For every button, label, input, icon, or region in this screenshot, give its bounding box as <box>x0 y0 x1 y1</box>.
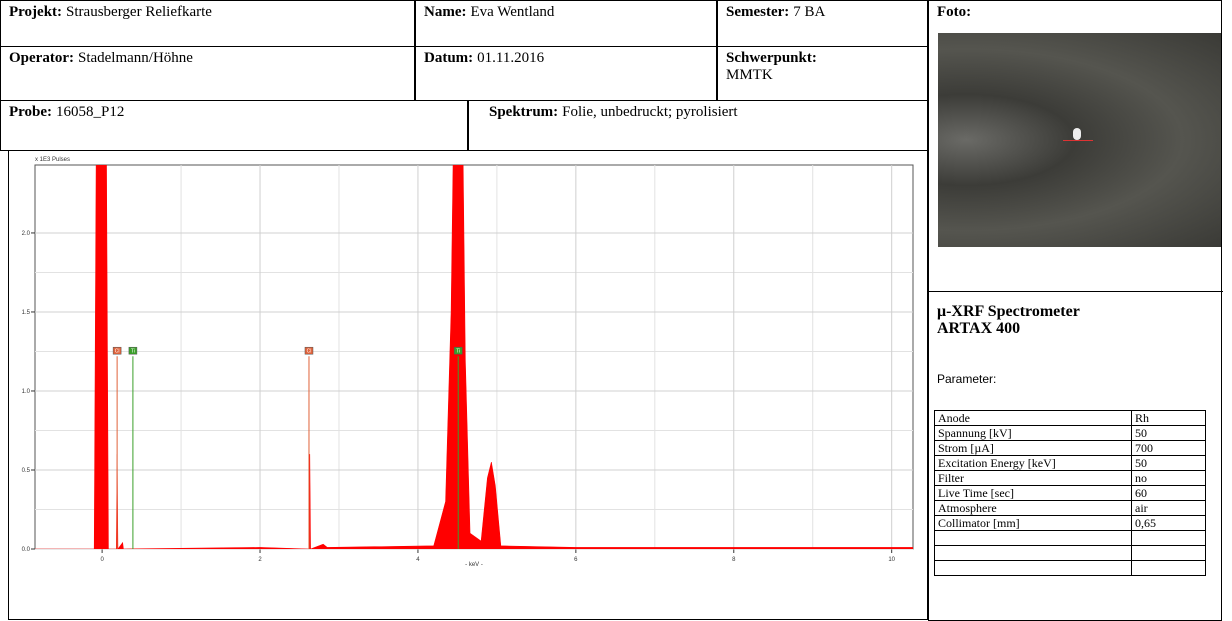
element-badge <box>128 346 138 355</box>
element-label: Cl <box>307 349 312 355</box>
y-tick-label: 1.0 <box>22 389 31 395</box>
parameter-row: Atmosphere air <box>934 500 1206 516</box>
parameter-value: 0,65 <box>1131 515 1206 531</box>
parameter-value: Rh <box>1131 410 1206 426</box>
parameter-row: Strom [µA] 700 <box>934 440 1206 456</box>
element-badge <box>112 346 122 355</box>
photo <box>938 33 1221 247</box>
field-value: Folie, unbedruckt; pyrolisiert <box>562 104 738 120</box>
spectrum <box>35 165 913 549</box>
parameter-row: Live Time [sec] 60 <box>934 485 1206 501</box>
parameter-value: 700 <box>1131 440 1206 456</box>
field-label: Probe: <box>9 104 53 120</box>
field-value: 7 BA <box>793 4 826 20</box>
field-value: 16058_P12 <box>56 104 125 120</box>
parameter-row: Collimator [mm] 0,65 <box>934 515 1206 531</box>
empty-row <box>934 560 1206 576</box>
side-panel: Foto: μ-XRF Spectrometer ARTAX 400 Parame… <box>928 0 1223 621</box>
field-value: Strausberger Reliefkarte <box>66 4 212 20</box>
field-value: MMTK <box>726 67 773 83</box>
empty-cell <box>1131 530 1206 546</box>
header-cell: Name: Eva Wentland <box>415 0 717 47</box>
title-line: μ-XRF Spectrometer <box>937 303 1080 320</box>
photo-label: Foto: <box>937 4 972 20</box>
empty-row <box>934 530 1206 546</box>
element-label: Cl <box>115 349 120 355</box>
element-badge <box>304 346 314 355</box>
field-label: Spektrum: <box>489 104 559 120</box>
element-label: Ti <box>456 349 460 355</box>
parameter-row: Excitation Energy [keV] 50 <box>934 455 1206 471</box>
header-cell: Operator: Stadelmann/Höhne <box>0 46 415 101</box>
parameter-value: 60 <box>1131 485 1206 501</box>
field-label: Operator: <box>9 50 74 66</box>
field-label: Name: <box>424 4 467 20</box>
header-cell: Spektrum: Folie, unbedruckt; pyrolisiert <box>468 100 928 151</box>
parameter-value: air <box>1131 500 1206 516</box>
field-value: 01.11.2016 <box>477 50 545 66</box>
y-tick-label: 0.0 <box>22 547 31 553</box>
x-tick-label: 0 <box>100 557 104 563</box>
header-cell: Semester: 7 BA <box>717 0 928 47</box>
y-tick-label: 2.0 <box>22 231 31 237</box>
parameter-row: Anode Rh <box>934 410 1206 426</box>
parameter-value: 50 <box>1131 425 1206 441</box>
x-tick-label: 2 <box>258 557 262 563</box>
parameter-value: no <box>1131 470 1206 486</box>
empty-row <box>934 545 1206 561</box>
parameter-row: Filter no <box>934 470 1206 486</box>
element-badge <box>453 346 463 355</box>
parameter-name: Collimator [mm] <box>934 515 1132 531</box>
x-tick-label: 10 <box>888 557 895 563</box>
empty-cell <box>934 545 1132 561</box>
header-cell: Datum: 01.11.2016 <box>415 46 717 101</box>
chart-frame <box>8 150 928 620</box>
empty-cell <box>1131 545 1206 561</box>
parameter-name: Filter <box>934 470 1132 486</box>
chart: x 1E3 Pulses - keV - 0 2 4 6 8 10 0.0 0.5 1.0 1.5… <box>8 150 928 620</box>
x-tick-label: 8 <box>732 557 736 563</box>
parameter-name: Anode <box>934 410 1132 426</box>
subtitle-line: ARTAX 400 <box>937 320 1021 337</box>
parameter-table: Anode Rh Spannung [kV] 50 Strom [µA] 700 Excit… <box>934 410 1206 576</box>
element-label: Ti <box>131 349 135 355</box>
field-value: Stadelmann/Höhne <box>77 50 193 66</box>
y-axis-label: x 1E3 Pulses <box>35 157 70 163</box>
header-cell: Schwerpunkt: MMTK <box>717 46 928 101</box>
field-label: Datum: <box>424 50 474 66</box>
parameter-label: Parameter: <box>937 372 997 386</box>
parameter-name: Atmosphere <box>934 500 1132 516</box>
plot-area <box>34 164 914 550</box>
empty-cell <box>1131 560 1206 576</box>
header-cell: Projekt: Strausberger Reliefkarte <box>0 0 415 47</box>
field-label: Semester: <box>726 4 790 20</box>
x-tick-label: 6 <box>574 557 578 563</box>
y-tick-label: 0.5 <box>22 468 31 474</box>
parameter-name: Spannung [kV] <box>934 425 1132 441</box>
parameter-row: Spannung [kV] 50 <box>934 425 1206 441</box>
field-value: Eva Wentland <box>470 4 555 20</box>
parameter-name: Excitation Energy [keV] <box>934 455 1132 471</box>
field-label: Schwerpunkt: <box>726 50 817 66</box>
parameter-value: 50 <box>1131 455 1206 471</box>
parameter-name: Strom [µA] <box>934 440 1132 456</box>
empty-cell <box>934 530 1132 546</box>
header-cell: Probe: 16058_P12 <box>0 100 468 151</box>
x-axis-label: - keV - <box>465 562 483 568</box>
field-label: Projekt: <box>9 4 63 20</box>
y-tick-label: 1.5 <box>22 310 31 316</box>
x-tick-label: 4 <box>416 557 420 563</box>
empty-cell <box>934 560 1132 576</box>
parameter-name: Live Time [sec] <box>934 485 1132 501</box>
title: μ-XRF Spectrometer ARTAX 400 <box>937 303 1080 337</box>
